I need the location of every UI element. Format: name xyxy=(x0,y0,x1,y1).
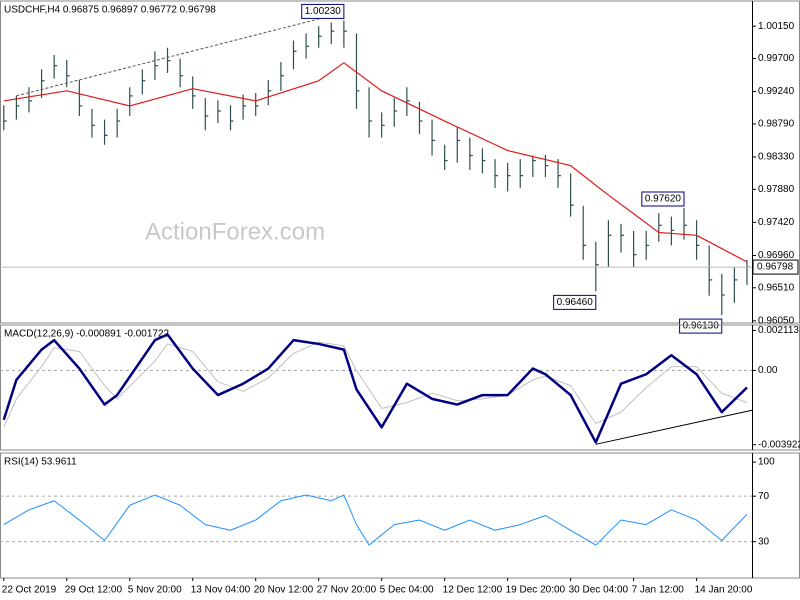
trendline xyxy=(595,409,753,445)
y-tick-label: 0.97880 xyxy=(758,184,795,195)
x-tick-label: 12 Dec 12:00 xyxy=(443,585,503,596)
x-tick-label: 27 Nov 20:00 xyxy=(317,585,377,596)
moving-average xyxy=(3,62,748,263)
y-tick-label: 0.00 xyxy=(758,365,778,376)
y-tick-label: 0.97420 xyxy=(758,217,795,228)
panel-title: USDCHF,H4 0.96875 0.96897 0.96772 0.9679… xyxy=(4,5,216,16)
y-tick-label: 0.98330 xyxy=(758,152,795,163)
indicator-line xyxy=(3,494,748,546)
y-tick-label: 1.00150 xyxy=(758,21,795,32)
panel-frame xyxy=(0,324,800,451)
y-tick-label: 30 xyxy=(758,536,770,547)
x-tick-label: 30 Dec 04:00 xyxy=(569,585,629,596)
x-tick-label: 22 Oct 2019 xyxy=(2,585,57,596)
annotation-box xyxy=(301,3,345,19)
annotation-label: 1.00230 xyxy=(305,6,342,17)
annotation-box xyxy=(553,294,597,310)
y-tick-label: 0.002113 xyxy=(758,325,799,336)
x-tick-label: 20 Nov 12:00 xyxy=(254,585,314,596)
panel-title: RSI(14) 53.9611 xyxy=(4,457,77,468)
trendline xyxy=(16,18,319,97)
annotation-label: 0.97620 xyxy=(645,194,682,205)
x-tick-label: 7 Jan 12:00 xyxy=(632,585,685,596)
x-tick-label: 14 Jan 20:00 xyxy=(695,585,753,596)
y-tick-label: 0.96510 xyxy=(758,282,795,293)
annotation-label: 0.96460 xyxy=(557,297,594,308)
annotation-label: 0.96130 xyxy=(683,321,720,332)
y-tick-label: -0.003922 xyxy=(758,439,800,450)
y-tick-label: 0.98790 xyxy=(758,119,795,130)
indicator-line xyxy=(3,341,748,428)
indicator-line xyxy=(2,333,748,444)
y-tick-label: 0.99240 xyxy=(758,86,795,97)
y-tick-label: 0.96050 xyxy=(758,315,795,326)
y-tick-label: 100 xyxy=(758,457,775,468)
panel-title: MACD(12,26,9) -0.000891 -0.001722 xyxy=(4,329,170,340)
y-tick-label: 0.99700 xyxy=(758,53,795,64)
y-tick-label: 0.96960 xyxy=(758,250,795,261)
annotation-box xyxy=(679,318,723,334)
annotation-box xyxy=(641,191,685,207)
x-tick-label: 19 Dec 20:00 xyxy=(506,585,566,596)
panel-frame xyxy=(0,0,800,324)
x-tick-label: 29 Oct 12:00 xyxy=(65,585,123,596)
watermark: ActionForex.com xyxy=(145,218,325,245)
x-tick-label: 5 Dec 04:00 xyxy=(380,585,434,596)
last-price-label: 0.96798 xyxy=(757,262,794,273)
x-tick-label: 5 Nov 20:00 xyxy=(128,585,182,596)
x-tick-label: 13 Nov 04:00 xyxy=(191,585,251,596)
panel-frame xyxy=(0,452,800,579)
last-price-box xyxy=(752,259,799,275)
y-tick-label: 70 xyxy=(758,491,770,502)
